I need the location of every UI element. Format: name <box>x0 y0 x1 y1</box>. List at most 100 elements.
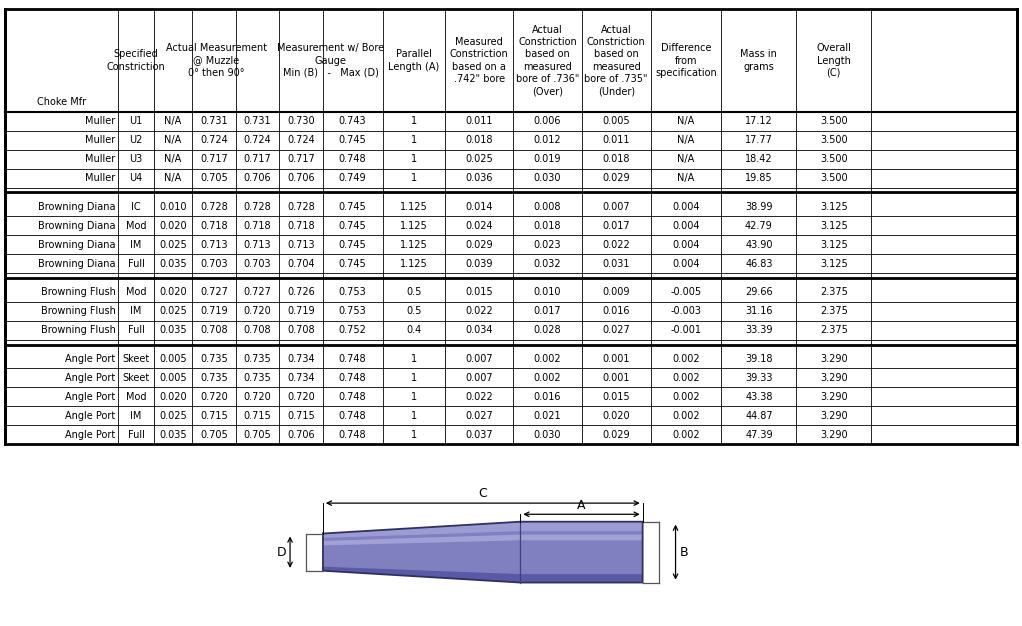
Text: 1: 1 <box>411 430 417 440</box>
Text: U4: U4 <box>130 173 143 183</box>
Text: Browning Diana: Browning Diana <box>38 202 115 212</box>
Text: 1.125: 1.125 <box>400 221 428 231</box>
Text: 0.706: 0.706 <box>243 173 272 183</box>
Text: 0.745: 0.745 <box>338 259 367 269</box>
Text: 0.037: 0.037 <box>465 430 493 440</box>
Text: 0.002: 0.002 <box>672 373 700 383</box>
Text: 3.290: 3.290 <box>820 430 847 440</box>
Text: 0.019: 0.019 <box>533 154 561 164</box>
Text: Mod: Mod <box>126 221 146 231</box>
Text: C: C <box>478 488 487 500</box>
Text: 0.745: 0.745 <box>338 240 367 250</box>
Text: Full: Full <box>128 259 144 269</box>
Text: Skeet: Skeet <box>123 354 150 364</box>
Text: 3.500: 3.500 <box>820 173 847 183</box>
Text: 0.011: 0.011 <box>465 116 493 126</box>
Text: 1: 1 <box>411 116 417 126</box>
Text: 0.728: 0.728 <box>287 202 315 212</box>
Text: N/A: N/A <box>678 173 695 183</box>
Text: 17.12: 17.12 <box>745 116 773 126</box>
Text: 0.748: 0.748 <box>339 354 367 364</box>
Text: IM: IM <box>131 306 142 316</box>
Text: 0.018: 0.018 <box>603 154 630 164</box>
Text: 0.020: 0.020 <box>602 411 630 421</box>
Polygon shape <box>323 535 643 545</box>
Text: 0.020: 0.020 <box>159 392 187 402</box>
Text: 0.724: 0.724 <box>287 135 315 145</box>
Text: 0.748: 0.748 <box>339 411 367 421</box>
Text: 3.125: 3.125 <box>820 240 847 250</box>
Text: 0.735: 0.735 <box>200 354 228 364</box>
Text: 1: 1 <box>411 173 417 183</box>
Text: 0.001: 0.001 <box>603 354 630 364</box>
Text: 0.718: 0.718 <box>200 221 228 231</box>
Text: D: D <box>277 546 286 558</box>
Text: 0.039: 0.039 <box>465 259 493 269</box>
Text: 0.014: 0.014 <box>465 202 493 212</box>
Text: 0.718: 0.718 <box>243 221 272 231</box>
Text: 0.011: 0.011 <box>603 135 630 145</box>
Text: 0.745: 0.745 <box>338 221 367 231</box>
Text: 0.004: 0.004 <box>672 221 700 231</box>
Text: Choke Mfr: Choke Mfr <box>37 97 86 107</box>
Text: Browning Diana: Browning Diana <box>38 240 115 250</box>
Text: 0.002: 0.002 <box>672 411 700 421</box>
Text: 44.87: 44.87 <box>745 411 773 421</box>
Text: 0.724: 0.724 <box>243 135 272 145</box>
Text: 0.006: 0.006 <box>533 116 561 126</box>
Text: 0.022: 0.022 <box>465 392 493 402</box>
Text: 0.015: 0.015 <box>465 287 493 297</box>
Text: 0.713: 0.713 <box>287 240 315 250</box>
Text: 39.18: 39.18 <box>745 354 773 364</box>
Polygon shape <box>323 521 643 583</box>
Text: 3.290: 3.290 <box>820 354 847 364</box>
Text: 0.748: 0.748 <box>339 392 367 402</box>
Text: 3.290: 3.290 <box>820 373 847 383</box>
Text: 0.001: 0.001 <box>603 373 630 383</box>
Text: 43.90: 43.90 <box>745 240 773 250</box>
Text: B: B <box>680 546 688 558</box>
Text: 0.718: 0.718 <box>287 221 315 231</box>
Text: 0.004: 0.004 <box>672 202 700 212</box>
Text: 0.745: 0.745 <box>338 135 367 145</box>
Text: Angle Port: Angle Port <box>65 430 115 440</box>
Text: 0.743: 0.743 <box>339 116 367 126</box>
Text: 2.375: 2.375 <box>820 306 847 316</box>
Text: 0.010: 0.010 <box>159 202 187 212</box>
Text: Parallel
Length (A): Parallel Length (A) <box>388 49 439 72</box>
Text: 29.66: 29.66 <box>745 287 773 297</box>
Text: 31.16: 31.16 <box>745 306 773 316</box>
Text: Actual Measurement
@ Muzzle
0° then 90°: Actual Measurement @ Muzzle 0° then 90° <box>166 43 267 78</box>
Text: 0.027: 0.027 <box>465 411 493 421</box>
Text: 0.717: 0.717 <box>287 154 315 164</box>
Text: 0.005: 0.005 <box>159 373 187 383</box>
Text: 0.715: 0.715 <box>200 411 228 421</box>
Text: 0.035: 0.035 <box>159 326 187 336</box>
Text: Overall
Length
(C): Overall Length (C) <box>817 43 851 78</box>
Text: 3.500: 3.500 <box>820 135 847 145</box>
Text: -0.005: -0.005 <box>670 287 701 297</box>
Text: 0.705: 0.705 <box>200 173 228 183</box>
Text: Angle Port: Angle Port <box>65 354 115 364</box>
Text: 0.002: 0.002 <box>672 392 700 402</box>
Text: 17.77: 17.77 <box>745 135 773 145</box>
Text: Browning Flush: Browning Flush <box>41 287 115 297</box>
Text: 0.728: 0.728 <box>243 202 272 212</box>
Text: Skeet: Skeet <box>123 373 150 383</box>
Text: 0.009: 0.009 <box>603 287 630 297</box>
Text: 0.724: 0.724 <box>200 135 228 145</box>
Text: N/A: N/A <box>678 135 695 145</box>
Text: 0.717: 0.717 <box>243 154 272 164</box>
Text: Browning Flush: Browning Flush <box>41 306 115 316</box>
Text: 0.734: 0.734 <box>287 354 315 364</box>
Text: 0.004: 0.004 <box>672 259 700 269</box>
Text: 0.025: 0.025 <box>465 154 493 164</box>
Text: 0.708: 0.708 <box>200 326 228 336</box>
Text: 0.007: 0.007 <box>602 202 630 212</box>
Text: 18.42: 18.42 <box>745 154 773 164</box>
Text: 3.500: 3.500 <box>820 116 847 126</box>
Text: Mod: Mod <box>126 392 146 402</box>
Text: N/A: N/A <box>678 116 695 126</box>
Text: 0.002: 0.002 <box>533 354 561 364</box>
Text: 0.734: 0.734 <box>287 373 315 383</box>
